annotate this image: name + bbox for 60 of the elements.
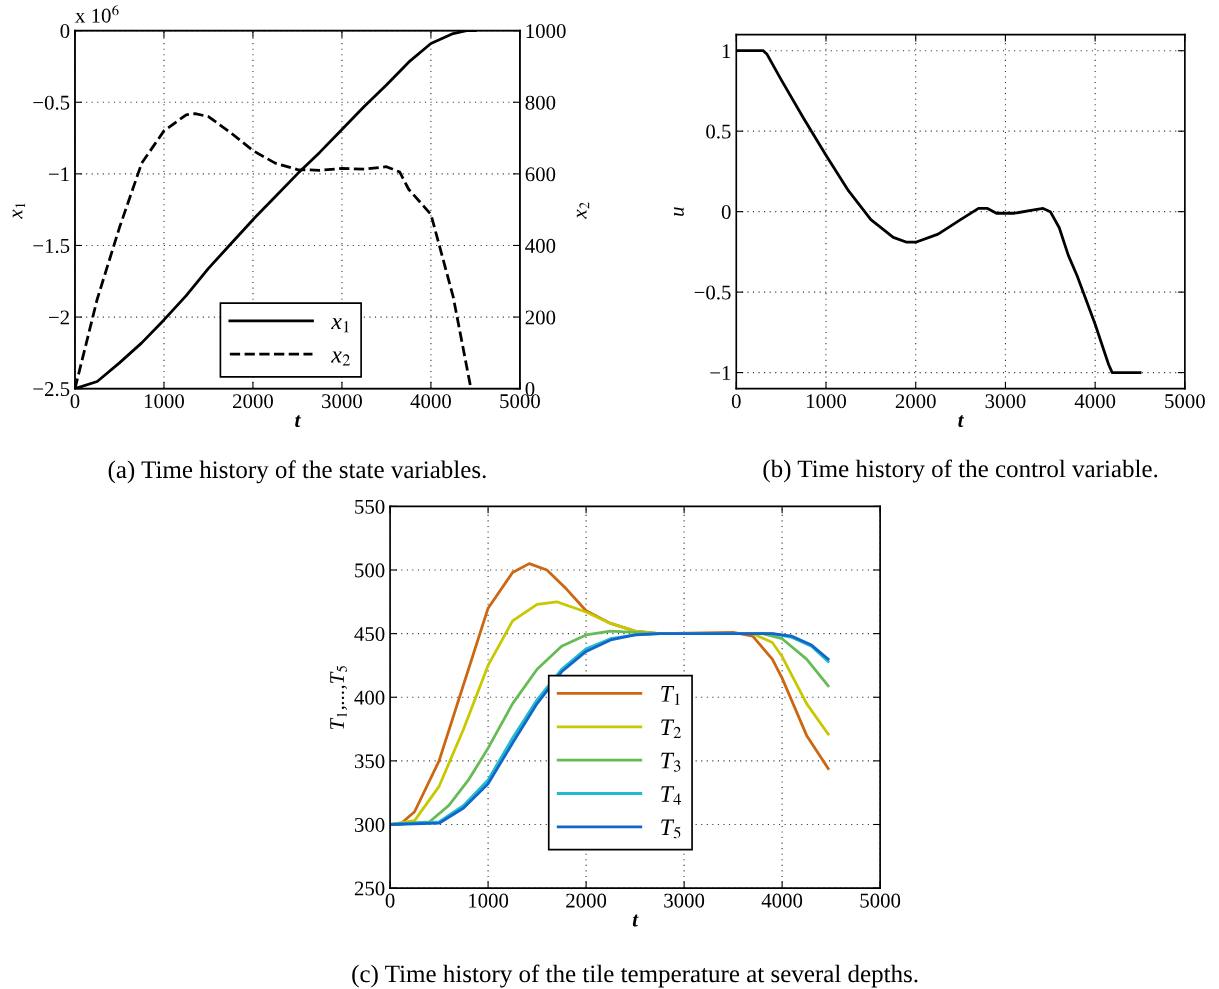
y2-axis-title: x$_{2}$ bbox=[576, 202, 590, 219]
legend-label: x$_{2}$ bbox=[331, 351, 351, 366]
y-tick-label: 350 bbox=[354, 754, 385, 769]
y-tick-label: −2 bbox=[48, 310, 69, 325]
y-axis-title: x$_{1}$ bbox=[12, 203, 26, 219]
y-tick-label: 500 bbox=[355, 563, 385, 578]
x-tick-label: 1000 bbox=[144, 394, 184, 409]
y2-tick-label: 600 bbox=[525, 167, 556, 182]
y2-tick-label: 800 bbox=[525, 95, 556, 110]
text: (b) Time history of the control variable. bbox=[763, 459, 1158, 483]
text: (c) Time history of the tile temperature at several depths. bbox=[352, 964, 918, 988]
y-tick-label: −0.5 bbox=[33, 95, 70, 110]
x-tick-label: 4000 bbox=[410, 394, 451, 409]
legend-label: T$_{2}$ bbox=[661, 719, 682, 739]
x-tick-label: 0 bbox=[731, 394, 741, 409]
y-tick-label: 0 bbox=[721, 205, 731, 220]
x-tick-label: 1000 bbox=[469, 893, 509, 908]
x-tick-label: 5000 bbox=[1165, 394, 1205, 409]
legend-label: T$_{4}$ bbox=[661, 786, 682, 805]
y-tick-label: −2.5 bbox=[33, 382, 70, 397]
y-tick-label: 300 bbox=[354, 817, 385, 832]
x-tick-label: 5000 bbox=[500, 394, 540, 409]
x-tick-label: 4000 bbox=[1074, 394, 1116, 409]
y-tick-label: 1 bbox=[722, 44, 731, 58]
x-tick-label: 0 bbox=[385, 893, 395, 908]
y-axis-title: u bbox=[674, 207, 684, 216]
x-tick-label: 0 bbox=[70, 394, 80, 409]
x-axis-title: t bbox=[632, 914, 639, 927]
y-tick-label: −1 bbox=[710, 366, 731, 380]
text: x 10$^{6}$ bbox=[75, 5, 119, 23]
y2-tick-label: 0 bbox=[525, 382, 535, 397]
y-tick-label: 450 bbox=[354, 626, 385, 642]
y-tick-label: −0.5 bbox=[694, 285, 731, 300]
legend-label: T$_{5}$ bbox=[661, 819, 681, 839]
y-axis-title: T$_{1}$,...,T$_{5}$ bbox=[330, 666, 348, 730]
legend-label: T$_{3}$ bbox=[661, 752, 681, 772]
y-tick-label: 400 bbox=[354, 690, 385, 705]
x-tick-label: 3000 bbox=[985, 394, 1026, 409]
y2-tick-label: 400 bbox=[525, 238, 556, 253]
y-tick-label: 0.5 bbox=[706, 124, 731, 139]
legend-label: T$_{1}$ bbox=[661, 686, 680, 705]
x-tick-label: 4000 bbox=[761, 893, 803, 908]
text: (a) Time history of the state variables. bbox=[108, 460, 486, 484]
x-tick-label: 5000 bbox=[860, 893, 901, 908]
x-tick-label: 3000 bbox=[322, 394, 362, 409]
x-axis-title: t bbox=[295, 415, 301, 428]
legend-label: x$_{1}$ bbox=[331, 318, 349, 333]
x-tick-label: 1000 bbox=[806, 394, 847, 409]
y2-tick-label: 200 bbox=[525, 310, 556, 325]
y-tick-label: −1.5 bbox=[33, 238, 70, 253]
y-tick-label: 0 bbox=[60, 24, 70, 39]
x-tick-label: 2000 bbox=[566, 893, 607, 908]
y2-tick-label: 1000 bbox=[526, 24, 566, 39]
y-tick-label: −1 bbox=[48, 167, 69, 182]
x-tick-label: 2000 bbox=[895, 394, 936, 409]
y-tick-label: 250 bbox=[354, 881, 385, 896]
x-axis-title: t bbox=[958, 415, 964, 428]
x-tick-label: 2000 bbox=[233, 394, 273, 409]
y-tick-label: 550 bbox=[355, 499, 385, 514]
x-tick-label: 3000 bbox=[664, 893, 705, 908]
